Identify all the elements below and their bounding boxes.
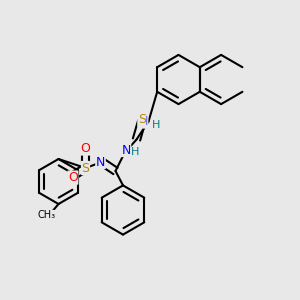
Text: S: S: [138, 113, 146, 126]
Text: N: N: [96, 155, 105, 169]
Text: O: O: [68, 171, 78, 184]
Text: CH₃: CH₃: [38, 210, 56, 220]
Text: H: H: [131, 147, 139, 158]
Text: N: N: [138, 115, 148, 128]
Text: N: N: [121, 143, 131, 157]
Text: S: S: [82, 161, 89, 175]
Text: O: O: [81, 142, 90, 155]
Text: H: H: [152, 120, 160, 130]
